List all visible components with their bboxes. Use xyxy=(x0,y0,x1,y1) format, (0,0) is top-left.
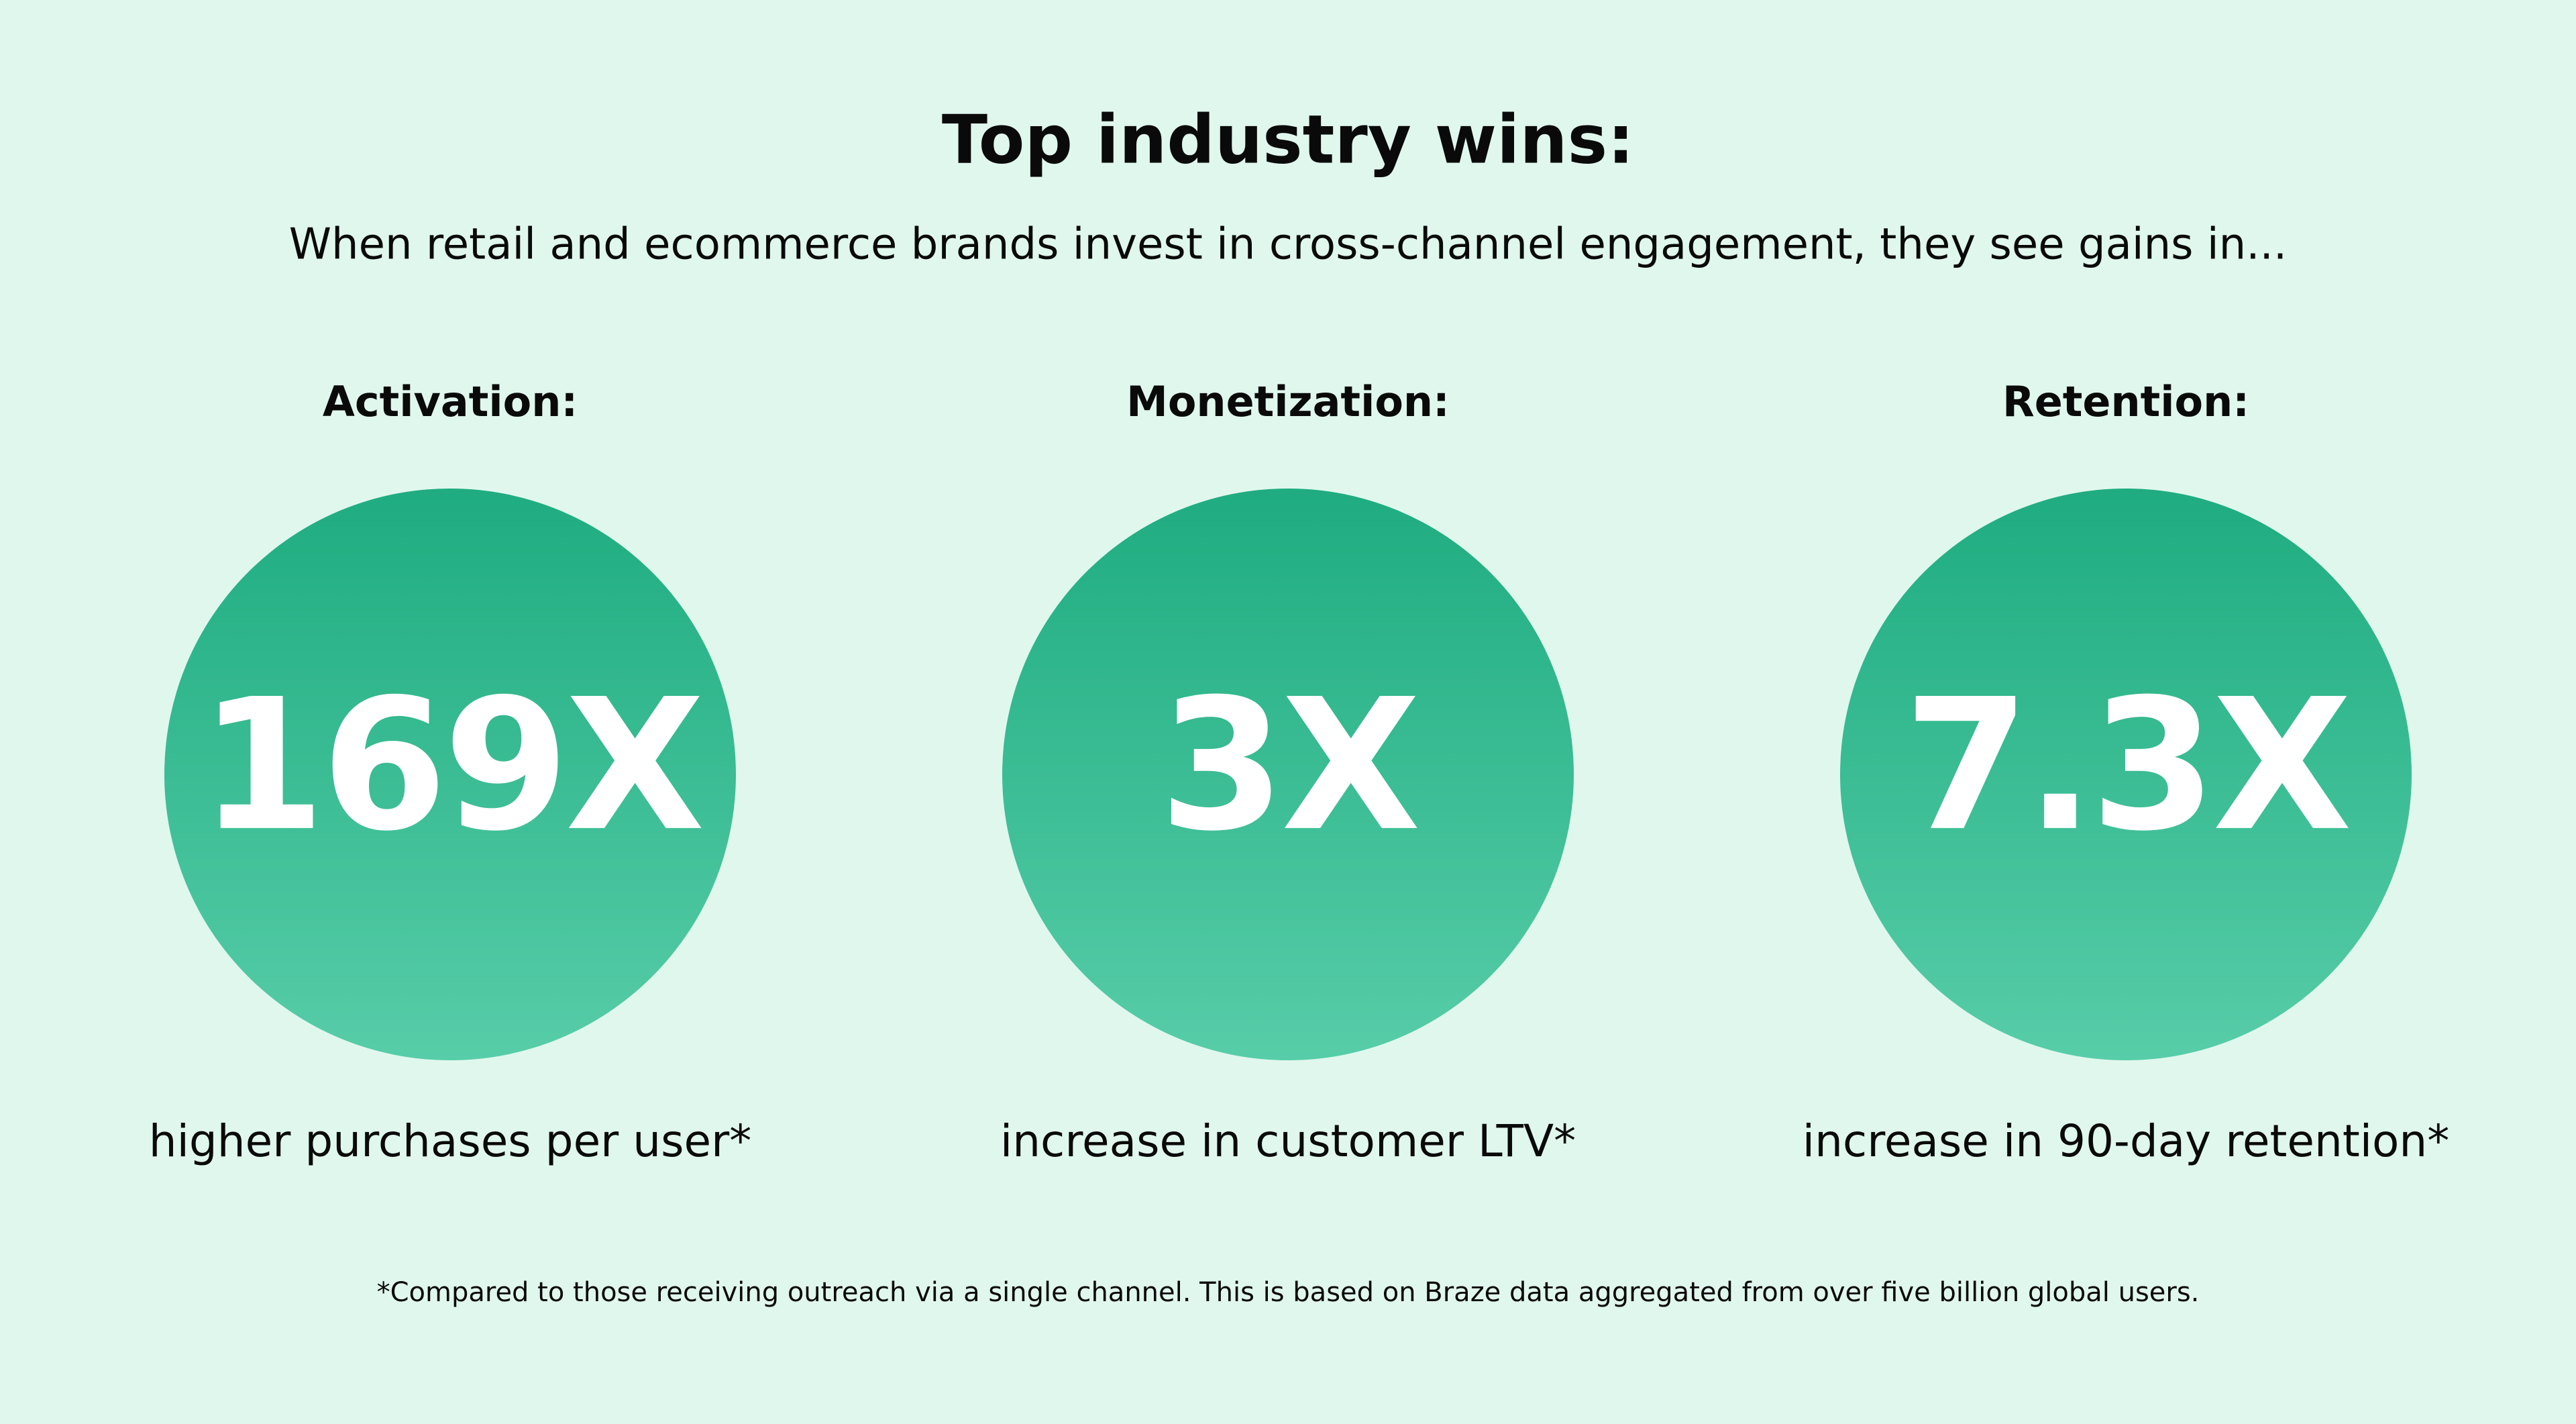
stats: Activation: 169X higher purchases per user… xyxy=(149,377,2450,1167)
stat-label: Retention: xyxy=(2002,377,2249,426)
stat-value: 7.3X xyxy=(1904,660,2351,871)
stat-value: 169X xyxy=(199,660,704,871)
stat-value: 3X xyxy=(1159,660,1420,871)
subtitle: When retail and ecommerce brands invest … xyxy=(289,220,2287,270)
stat-caption: increase in customer LTV* xyxy=(1000,1115,1576,1167)
stat-caption: increase in 90-day retention* xyxy=(1803,1115,2450,1167)
stat-label: Monetization: xyxy=(1126,377,1450,426)
stat-label: Activation: xyxy=(323,377,578,426)
title: Top industry wins: xyxy=(942,100,1634,179)
stat-caption: higher purchases per user* xyxy=(149,1115,752,1167)
stat-circle xyxy=(1002,489,1574,1060)
footnote: *Compared to those receiving outreach vi… xyxy=(377,1277,2200,1308)
stat-circle xyxy=(1840,489,2412,1060)
stat-circle xyxy=(164,489,736,1060)
